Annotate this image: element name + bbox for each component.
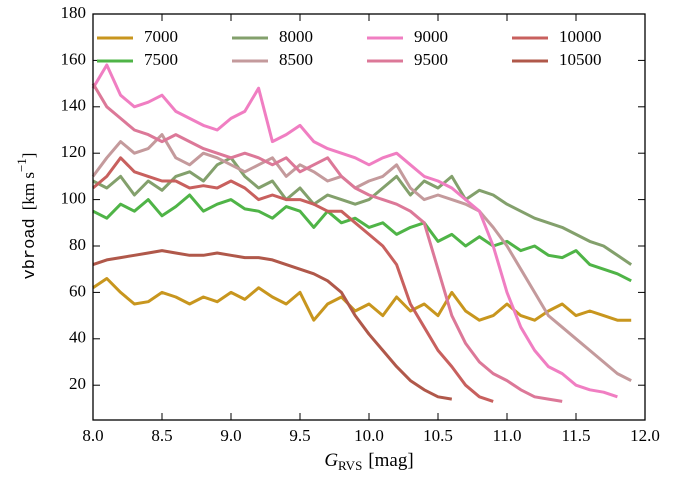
y-tick-label: 160	[61, 49, 87, 68]
series-line	[91, 82, 563, 403]
x-tick-label: 10.5	[423, 426, 453, 445]
series-line	[92, 249, 453, 401]
legend-label: 10500	[559, 50, 602, 69]
y-label-name: vbroad	[21, 218, 40, 279]
x-tick-label: 9.0	[220, 426, 241, 445]
x-tick-label: 9.5	[289, 426, 310, 445]
y-tick-label: 140	[61, 96, 87, 115]
plot-frame	[92, 13, 646, 421]
series-line	[92, 277, 632, 322]
legend-label: 8500	[279, 50, 313, 69]
x-axis-label: GRVS [mag]	[324, 450, 413, 473]
y-label-unit: [km s	[19, 172, 38, 210]
legend-label: 8000	[279, 27, 313, 46]
y-tick-label: 20	[69, 374, 86, 393]
legend-label: 10000	[559, 27, 602, 46]
series-line	[92, 193, 632, 283]
y-axis-label: vbroad [km s−1]	[14, 153, 41, 280]
series-line	[92, 156, 633, 266]
x-tick-label: 10.0	[354, 426, 384, 445]
x-tick-label: 12.0	[630, 426, 660, 445]
y-tick-label: 180	[61, 3, 87, 22]
series-line	[92, 156, 494, 403]
y-tick-label: 40	[69, 328, 86, 347]
legend-label: 7000	[144, 27, 178, 46]
x-tick-label: 11.5	[561, 426, 590, 445]
x-label-sub: RVS	[338, 458, 362, 473]
y-tick-label: 60	[69, 281, 86, 300]
y-tick-label: 100	[61, 189, 87, 208]
series-line	[91, 133, 632, 382]
legend-label: 9000	[414, 27, 448, 46]
y-label-close: ]	[19, 153, 38, 159]
y-tick-label: 120	[61, 142, 87, 161]
x-tick-label: 8.0	[82, 426, 103, 445]
legend-label: 7500	[144, 50, 178, 69]
x-tick-label: 11.0	[492, 426, 521, 445]
x-tick-label: 8.5	[151, 426, 172, 445]
x-label-main: G	[324, 450, 338, 471]
y-tick-label: 80	[69, 235, 86, 254]
y-label-exp: −1	[14, 158, 29, 172]
x-label-unit: [mag]	[368, 450, 413, 471]
series-line	[91, 63, 618, 399]
legend-label: 9500	[414, 50, 448, 69]
